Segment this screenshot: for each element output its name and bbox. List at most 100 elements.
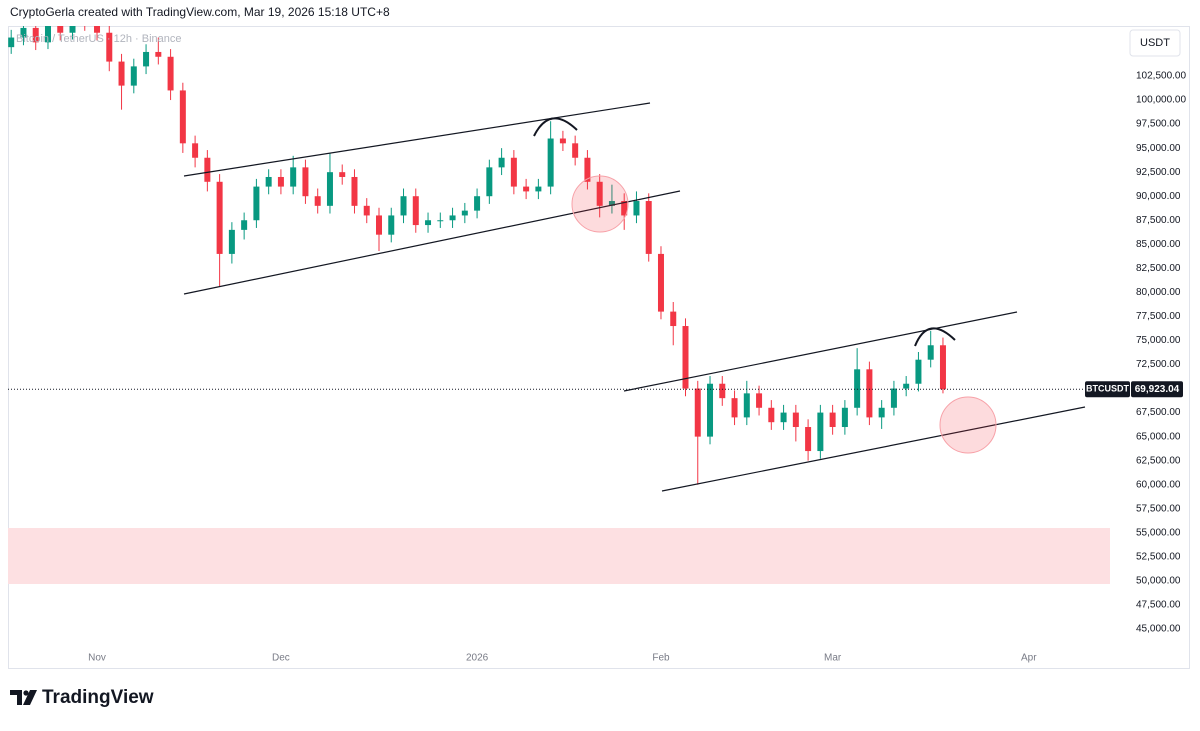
annotations: [183, 102, 1086, 492]
channel-line: [183, 102, 651, 177]
price-badge: [1131, 381, 1183, 398]
logo-mark: [23, 690, 29, 696]
candle-body: [596, 181, 603, 206]
highlight-circle: [571, 175, 629, 233]
candle-body: [253, 186, 260, 221]
candle-body: [792, 412, 799, 428]
logo: TradingView: [10, 687, 154, 708]
candle-body: [890, 388, 897, 408]
candle-body: [584, 157, 591, 182]
candle-body: [756, 393, 763, 408]
candle-body: [363, 205, 370, 216]
candle-body: [326, 172, 333, 206]
x-tick-label: Feb: [652, 653, 670, 664]
candle-body: [486, 167, 493, 197]
y-tick-label: 50,000.00: [1136, 576, 1181, 587]
candle-body: [841, 407, 848, 428]
candle-body: [768, 407, 775, 423]
candle-body: [657, 253, 664, 312]
candle-body: [915, 359, 922, 384]
candle-body: [351, 176, 358, 206]
x-tick-label: Apr: [1021, 653, 1037, 664]
candle-body: [290, 167, 297, 187]
candle-body: [670, 311, 677, 327]
candle-body: [277, 176, 284, 187]
candle-body: [878, 407, 885, 418]
y-tick-label: 75,000.00: [1136, 335, 1181, 346]
x-tick-label: Dec: [272, 653, 290, 664]
candle-body: [265, 176, 272, 187]
y-tick-label: 57,500.00: [1136, 503, 1181, 514]
y-tick-label: 90,000.00: [1136, 191, 1181, 202]
candle-body: [106, 32, 113, 62]
candle-body: [228, 229, 235, 254]
candle-body: [719, 383, 726, 399]
y-tick-label: 97,500.00: [1136, 119, 1181, 130]
candle-body: [694, 388, 701, 437]
candle-body: [314, 196, 321, 206]
y-tick-label: 45,000.00: [1136, 624, 1181, 635]
logo-mark: [10, 690, 22, 705]
symbol-title: Bitcoin / TetherUS · 12h · Binance: [16, 33, 182, 45]
candle-body: [400, 196, 407, 216]
candle-body: [216, 181, 223, 254]
candle-body: [449, 215, 456, 221]
candle-body: [155, 51, 162, 57]
candle-body: [302, 167, 309, 197]
candle-body: [44, 26, 51, 43]
currency-box[interactable]: [1129, 29, 1181, 57]
y-tick-label: 67,500.00: [1136, 407, 1181, 418]
candle-body: [130, 66, 137, 86]
candle-body: [743, 393, 750, 418]
candle-body: [510, 157, 517, 187]
candle-body: [118, 61, 125, 86]
candle-body: [805, 427, 812, 452]
y-tick-label: 87,500.00: [1136, 215, 1181, 226]
y-tick-label: 102,500.00: [1136, 71, 1186, 82]
candle-body: [547, 138, 554, 187]
channel-line: [183, 190, 681, 295]
candle-body: [939, 345, 946, 390]
candle-body: [94, 26, 101, 33]
candle-body: [608, 201, 615, 206]
channel-line: [661, 406, 1086, 492]
logo-text: TradingView: [42, 687, 154, 708]
symbol-badge: [1085, 381, 1130, 398]
y-tick-label: 72,500.00: [1136, 359, 1181, 370]
highlight-circle: [939, 396, 997, 454]
candle-body: [241, 220, 248, 230]
x-tick-label: 2026: [466, 653, 489, 664]
candle-body: [474, 196, 481, 211]
y-tick-label: 80,000.00: [1136, 287, 1181, 298]
y-tick-label: 52,500.00: [1136, 551, 1181, 562]
candle-body: [376, 215, 382, 235]
candle-body: [866, 369, 873, 418]
candle-body: [523, 186, 530, 192]
attribution: CryptoGerla created with TradingView.com…: [10, 5, 390, 19]
x-tick-label: Nov: [88, 653, 106, 664]
candle-body: [645, 201, 652, 254]
candle-body: [204, 157, 211, 182]
y-tick-label: 100,000.00: [1136, 95, 1186, 106]
y-tick-label: 47,500.00: [1136, 600, 1181, 611]
candle-body: [854, 369, 861, 408]
candle-body: [559, 138, 566, 144]
x-tick-label: Mar: [824, 653, 842, 664]
candle-body: [179, 90, 186, 144]
candle-body: [621, 201, 628, 216]
chart-frame: [8, 26, 1190, 669]
currency[interactable]: USDT: [1140, 37, 1170, 49]
channel-line: [623, 311, 1018, 392]
candle-body: [572, 143, 579, 158]
candle-body: [682, 326, 689, 389]
plot-area: [8, 26, 1110, 584]
top-arc: [914, 327, 956, 347]
y-tick-label: 55,000.00: [1136, 527, 1181, 538]
candle-body: [707, 383, 714, 437]
candle-body: [535, 186, 542, 192]
candle-body: [8, 37, 15, 48]
candles: [8, 26, 946, 485]
candle-body: [498, 157, 505, 168]
